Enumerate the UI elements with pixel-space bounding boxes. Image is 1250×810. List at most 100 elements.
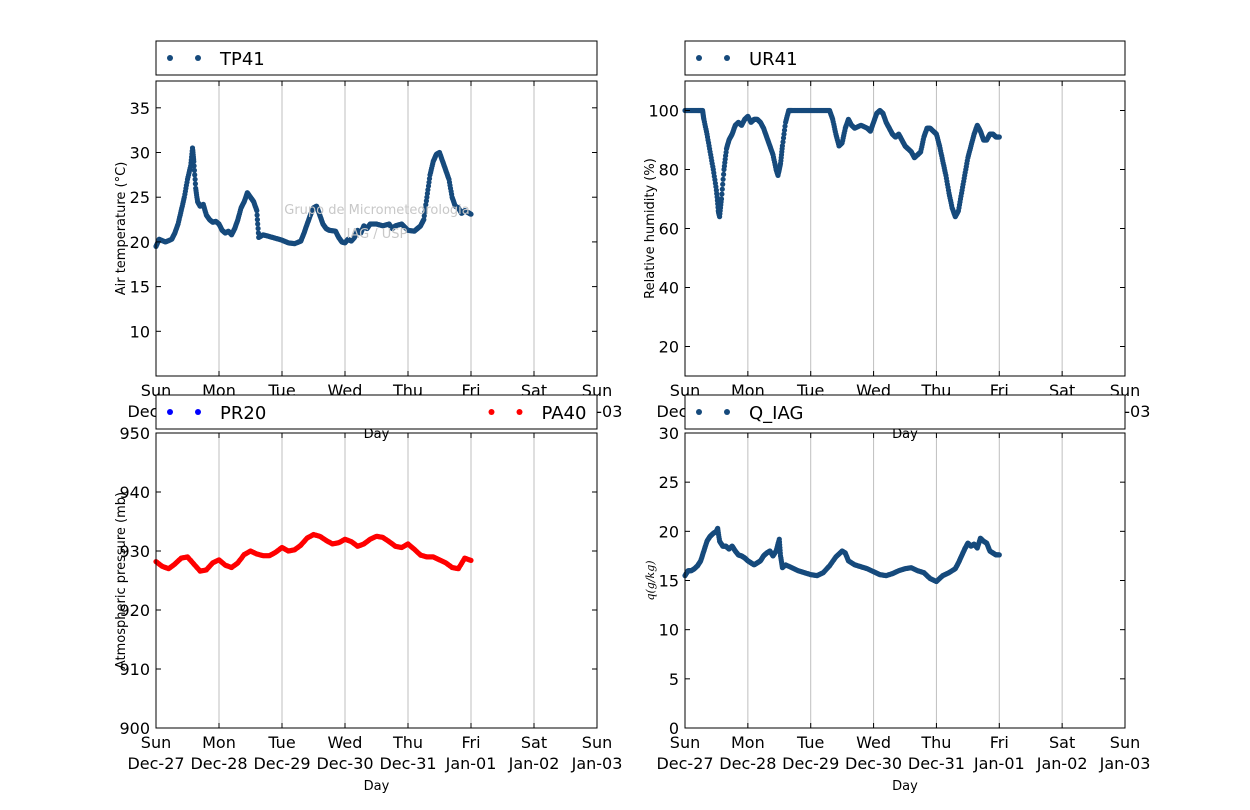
panel-2: 20406080100SunDec-27MonDec-28TueDec-29We… bbox=[643, 80, 1150, 442]
y-tick-label: 10 bbox=[659, 621, 679, 640]
y-tick-label: 900 bbox=[119, 719, 150, 738]
x-axis-label: Day bbox=[364, 427, 390, 442]
x-tick-day-label: Sun bbox=[582, 733, 612, 752]
x-tick-date-label: Dec-29 bbox=[253, 754, 310, 773]
x-tick-day-label: Wed bbox=[856, 733, 891, 752]
x-tick-date-label: Dec-27 bbox=[656, 754, 713, 773]
watermark-line1: Grupo de Micrometeorologia bbox=[284, 203, 470, 218]
y-tick-label: 30 bbox=[130, 144, 150, 163]
x-tick-day-label: Fri bbox=[461, 733, 480, 752]
x-tick-day-label: Fri bbox=[990, 733, 1009, 752]
x-tick-date-label: Jan-03 bbox=[571, 754, 623, 773]
legend-marker bbox=[167, 409, 173, 415]
y-tick-label: 20 bbox=[659, 338, 679, 357]
y-axis-label: Relative humidity (%) bbox=[643, 158, 658, 299]
y-tick-label: 25 bbox=[130, 188, 150, 207]
watermark-line2: IAG / USP bbox=[347, 227, 408, 242]
data-point bbox=[782, 123, 788, 129]
data-point bbox=[718, 196, 725, 202]
y-tick-label: 0 bbox=[669, 719, 679, 738]
legend-2: UR41 bbox=[684, 40, 1126, 76]
y-tick-label: 25 bbox=[659, 473, 679, 492]
panel-4: 0 5 10 15 20 25 30 Sun Dec-27 Mon Dec-28 Tue Dec-29 W… bbox=[644, 424, 1150, 794]
legend-1: TP41 bbox=[155, 40, 598, 76]
legend-box bbox=[155, 394, 598, 430]
data-point bbox=[254, 212, 260, 218]
plot-area bbox=[685, 81, 1125, 376]
y-tick-label: 5 bbox=[669, 670, 679, 689]
x-tick-day-label: Tue bbox=[267, 733, 295, 752]
plot-area bbox=[156, 433, 597, 728]
data-point bbox=[719, 191, 725, 197]
y-tick-label: 940 bbox=[119, 483, 150, 502]
x-tick-day-label: Mon bbox=[202, 733, 236, 752]
legend-box bbox=[684, 394, 1126, 430]
legend-label: Q_IAG bbox=[749, 403, 803, 424]
y-tick-label: 10 bbox=[130, 322, 150, 341]
plot-frame bbox=[155, 80, 598, 377]
data-point bbox=[255, 225, 261, 232]
data-point bbox=[255, 221, 261, 227]
legend-label: UR41 bbox=[749, 49, 798, 70]
data-point bbox=[720, 181, 726, 187]
data-point bbox=[254, 208, 260, 214]
legend-label: TP41 bbox=[219, 49, 265, 70]
plot-area bbox=[156, 81, 597, 376]
x-axis-label: Day bbox=[364, 779, 390, 794]
legend-marker bbox=[696, 55, 702, 61]
legend-box bbox=[155, 40, 598, 76]
y-tick-label: 60 bbox=[659, 220, 679, 239]
legend-marker bbox=[195, 409, 201, 415]
data-point bbox=[719, 186, 725, 192]
x-tick-date-label: Dec-30 bbox=[316, 754, 373, 773]
data-point bbox=[191, 158, 197, 165]
y-tick-label: 40 bbox=[659, 279, 679, 298]
y-tick-label: 15 bbox=[130, 278, 150, 297]
x-tick-date-label: Jan-02 bbox=[508, 754, 560, 773]
x-tick-date-label: Jan-01 bbox=[973, 754, 1025, 773]
x-tick-date-label: Dec-28 bbox=[719, 754, 776, 773]
data-point bbox=[720, 176, 726, 182]
legend-marker bbox=[195, 55, 201, 61]
x-axis-label: Day bbox=[892, 779, 918, 794]
x-tick-day-label: Wed bbox=[328, 733, 363, 752]
panel-1: 101520253035SunDec-27MonDec-28TueDec-29W… bbox=[114, 80, 622, 442]
x-tick-date-label: Dec-28 bbox=[190, 754, 247, 773]
legend-marker bbox=[516, 409, 523, 415]
y-tick-label: 20 bbox=[130, 233, 150, 252]
legend-3: PR20 PA40 bbox=[155, 394, 598, 430]
legend-marker bbox=[696, 409, 702, 415]
y-tick-label: 100 bbox=[648, 102, 679, 121]
legend-4: Q_IAG bbox=[684, 394, 1126, 430]
x-tick-day-label: Thu bbox=[920, 733, 951, 752]
y-tick-label: 950 bbox=[119, 424, 150, 443]
x-tick-date-label: Dec-31 bbox=[379, 754, 436, 773]
data-point bbox=[721, 171, 727, 177]
plot-area bbox=[685, 433, 1125, 728]
y-tick-label: 910 bbox=[119, 660, 150, 679]
data-point bbox=[192, 181, 198, 187]
data-point bbox=[996, 134, 1002, 140]
x-tick-day-label: Tue bbox=[796, 733, 824, 752]
y-tick-label: 920 bbox=[119, 601, 150, 620]
data-point bbox=[781, 127, 788, 133]
data-point bbox=[191, 163, 197, 169]
x-tick-day-label: Sun bbox=[670, 733, 700, 752]
x-axis-label: Day bbox=[892, 427, 918, 442]
legend-label: PA40 bbox=[542, 403, 587, 424]
x-tick-day-label: Sun bbox=[141, 733, 171, 752]
x-tick-date-label: Dec-31 bbox=[908, 754, 965, 773]
y-tick-label: 30 bbox=[659, 424, 679, 443]
data-point bbox=[191, 167, 197, 173]
y-tick-label: 20 bbox=[659, 522, 679, 541]
legend-box bbox=[684, 40, 1126, 76]
x-tick-day-label: Thu bbox=[392, 733, 423, 752]
legend-marker bbox=[167, 55, 173, 61]
x-tick-date-label: Jan-02 bbox=[1036, 754, 1088, 773]
data-point bbox=[780, 135, 787, 141]
y-tick-label: 930 bbox=[119, 542, 150, 561]
legend-label: PR20 bbox=[220, 403, 266, 424]
data-point bbox=[192, 176, 198, 182]
data-point bbox=[192, 172, 198, 178]
